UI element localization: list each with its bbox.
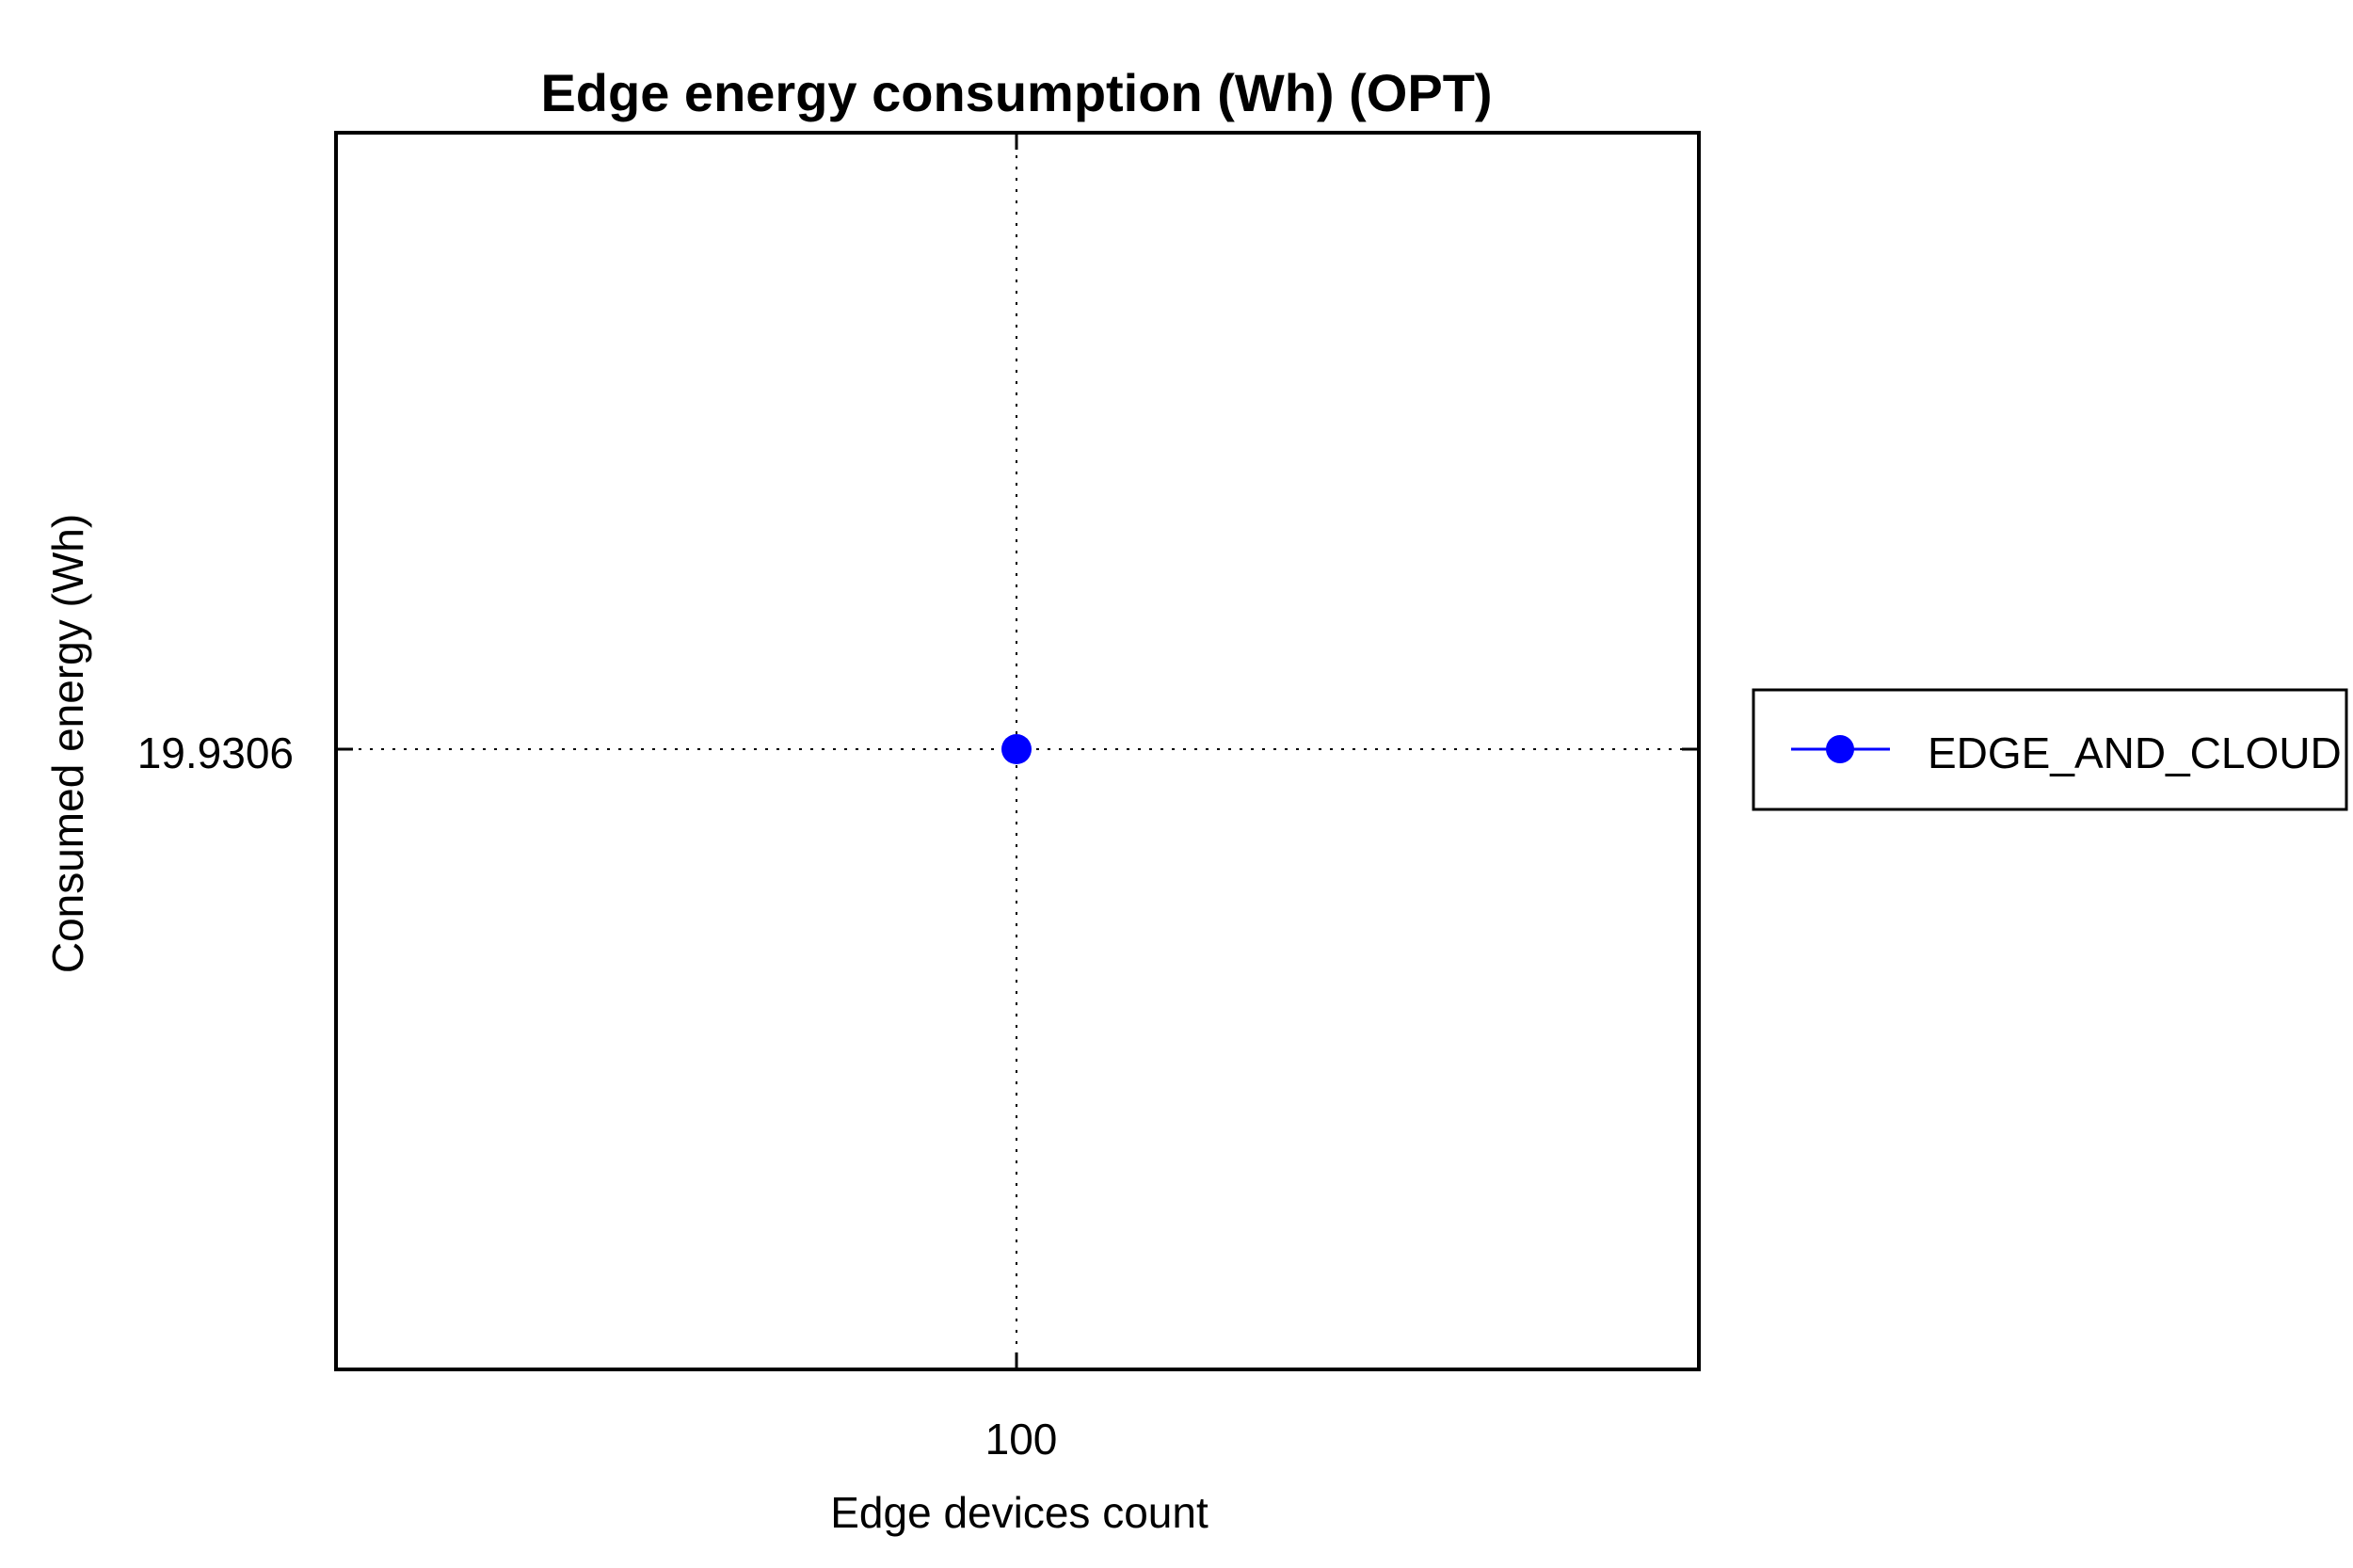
- series-layer: [1001, 734, 1032, 764]
- data-point: [1001, 734, 1032, 764]
- x-axis-label: Edge devices count: [830, 1488, 1209, 1537]
- legend-marker-icon: [1826, 735, 1854, 763]
- y-tick-label: 19.9306: [137, 728, 294, 777]
- chart-title: Edge energy consumption (Wh) (OPT): [540, 63, 1492, 122]
- x-tick-label: 100: [985, 1415, 1058, 1464]
- legend-label: EDGE_AND_CLOUD: [1928, 728, 2342, 777]
- y-axis-label: Consumed energy (Wh): [43, 514, 92, 973]
